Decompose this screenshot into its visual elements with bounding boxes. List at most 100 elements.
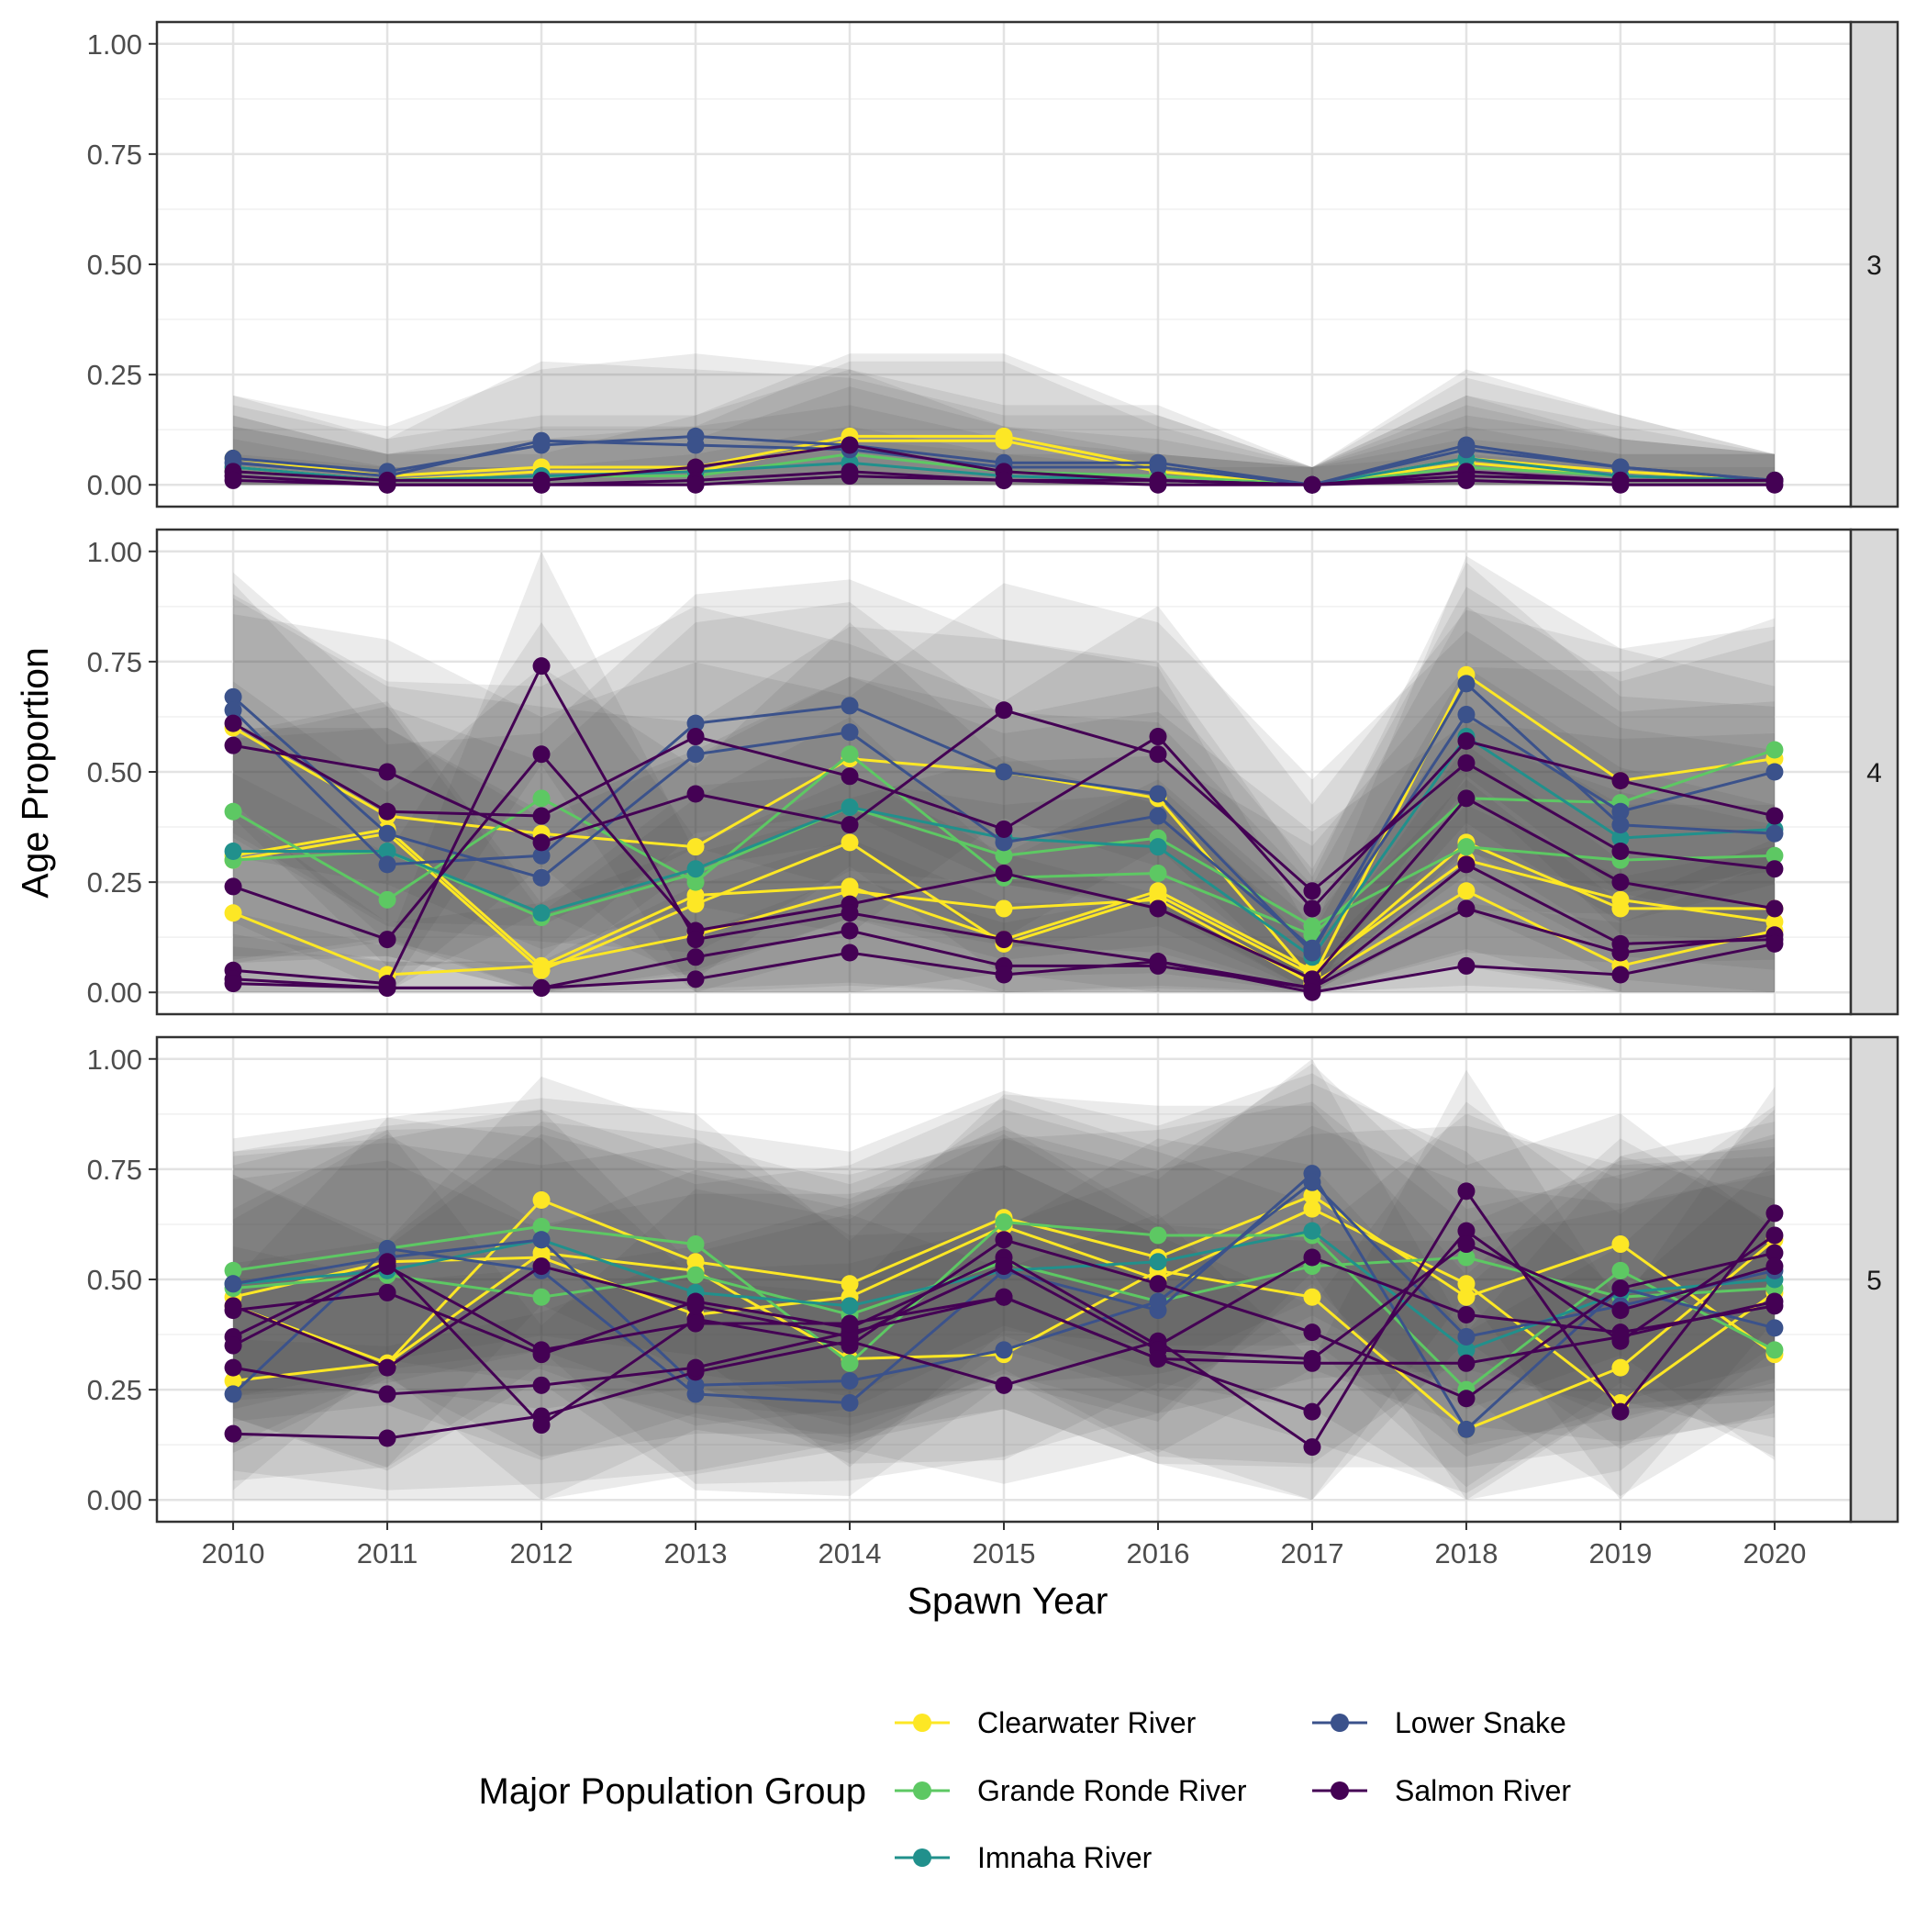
confidence-ribbon	[233, 618, 1775, 993]
data-point	[841, 1372, 859, 1390]
data-point	[1457, 471, 1476, 489]
data-point	[1457, 1305, 1476, 1323]
data-point	[1765, 763, 1784, 781]
data-point	[224, 1385, 242, 1403]
y-tick-label: 0.75	[87, 139, 142, 171]
data-point	[841, 467, 859, 486]
data-point	[1303, 1323, 1321, 1342]
data-point	[995, 1257, 1013, 1276]
series-salmon-river	[224, 701, 1784, 900]
data-point	[1457, 731, 1476, 750]
series-salmon-river	[224, 934, 1784, 1001]
data-point	[841, 697, 859, 715]
confidence-ribbon	[233, 353, 1775, 486]
data-point	[1457, 754, 1476, 772]
facet-strip-label: 3	[1866, 251, 1882, 281]
data-point	[841, 1275, 859, 1293]
data-point	[995, 833, 1013, 852]
data-point	[1611, 802, 1630, 821]
y-tick-label: 1.00	[87, 1044, 142, 1076]
data-point	[686, 728, 705, 746]
x-axis: 2010 2011 2012 2013 2014 2015 2016 2017 2018 2019…	[202, 1522, 1806, 1569]
data-point	[1611, 1327, 1630, 1346]
y-tick-label: 0.00	[87, 1484, 142, 1516]
data-point	[995, 846, 1013, 865]
data-point	[1149, 882, 1167, 900]
legend-label: Lower Snake	[1395, 1706, 1566, 1739]
data-point	[1765, 860, 1784, 878]
x-tick-label: 2016	[1127, 1537, 1190, 1569]
data-point	[1457, 1275, 1476, 1293]
data-point	[378, 842, 396, 860]
confidence-ribbon	[233, 583, 1775, 986]
x-tick-label: 2012	[510, 1537, 574, 1569]
data-point	[224, 687, 242, 706]
data-point	[1611, 816, 1630, 834]
y-axis-title: Age Proportion	[14, 647, 56, 899]
data-point	[1457, 1390, 1476, 1408]
data-point	[532, 789, 551, 808]
data-point	[224, 1358, 242, 1377]
legend-entry: Lower Snake	[1312, 1706, 1566, 1739]
data-point	[1303, 1248, 1321, 1267]
data-point	[1611, 1235, 1630, 1254]
facet-panel-5: 0.00 0.25 0.50 0.75 1.00 5	[87, 1035, 1899, 1524]
data-point	[532, 1231, 551, 1249]
data-point	[686, 458, 705, 476]
data-point	[686, 887, 705, 905]
data-point	[1457, 1235, 1476, 1254]
data-point	[1611, 829, 1630, 847]
y-tick-label: 0.00	[87, 469, 142, 501]
facet-strip-label: 5	[1866, 1266, 1882, 1296]
data-point	[1303, 1173, 1321, 1191]
data-point	[1457, 1341, 1476, 1359]
data-point	[686, 1358, 705, 1377]
data-point	[841, 816, 859, 834]
data-point	[686, 475, 705, 494]
data-point	[1611, 873, 1630, 891]
y-tick-label: 0.00	[87, 977, 142, 1009]
data-point	[841, 833, 859, 852]
data-point	[686, 785, 705, 803]
data-point	[532, 1416, 551, 1435]
data-point	[1457, 899, 1476, 918]
data-point	[1611, 772, 1630, 790]
legend-entry: Clearwater River	[895, 1706, 1197, 1739]
data-point	[1149, 728, 1167, 746]
data-point	[1303, 899, 1321, 918]
data-point	[532, 904, 551, 922]
legend-key-point	[1331, 1714, 1349, 1732]
confidence-ribbon	[233, 594, 1775, 993]
data-point	[1611, 842, 1630, 860]
data-point	[1149, 785, 1167, 803]
data-point	[995, 1341, 1013, 1359]
data-point	[1765, 741, 1784, 759]
data-point	[532, 868, 551, 887]
data-point	[995, 865, 1013, 883]
data-point	[224, 1275, 242, 1293]
data-point	[1765, 1292, 1784, 1311]
data-point	[1303, 1438, 1321, 1457]
x-tick-label: 2019	[1588, 1537, 1652, 1569]
data-point	[1149, 953, 1167, 971]
data-point	[532, 1288, 551, 1306]
x-tick-label: 2020	[1743, 1537, 1806, 1569]
x-tick-label: 2014	[819, 1537, 882, 1569]
data-point	[378, 978, 396, 997]
data-point	[686, 838, 705, 856]
data-point	[1457, 838, 1476, 856]
data-point	[841, 723, 859, 742]
data-point	[1765, 899, 1784, 918]
data-point	[224, 1372, 242, 1390]
x-tick-label: 2013	[664, 1537, 728, 1569]
data-point	[532, 431, 551, 450]
series-salmon-river	[224, 1235, 1784, 1377]
data-point	[1303, 1288, 1321, 1306]
legend: Major Population Group Clearwater River G…	[479, 1706, 1572, 1874]
data-point	[532, 1191, 551, 1210]
data-point	[1765, 1244, 1784, 1262]
y-tick-label: 0.25	[87, 1374, 142, 1406]
data-point	[1765, 807, 1784, 825]
data-point	[378, 855, 396, 874]
data-point	[1765, 846, 1784, 865]
